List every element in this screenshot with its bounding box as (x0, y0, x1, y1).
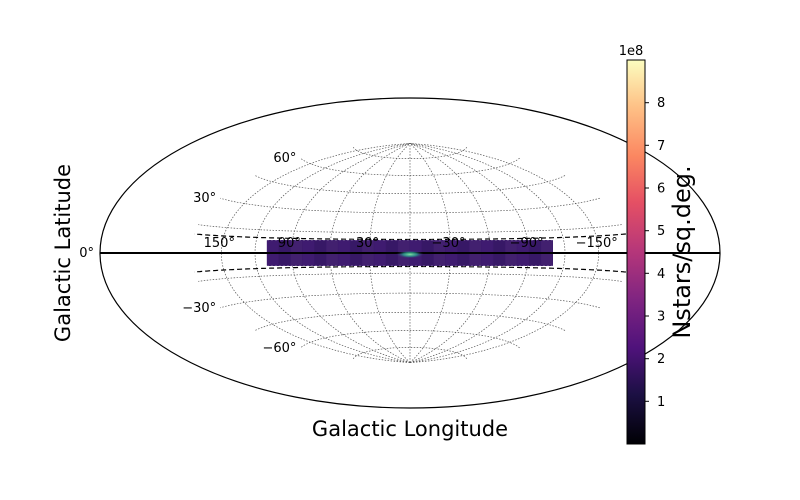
colorbar-tick-label: 6 (657, 182, 665, 197)
parallel-line (352, 146, 468, 159)
meridian-line (291, 143, 411, 363)
parallel-line (300, 330, 520, 349)
y-axis-label: Galactic Latitude (51, 164, 75, 342)
survey-boundary (194, 233, 626, 273)
parallel-line (254, 175, 566, 195)
colorbar-tick-label: 7 (657, 139, 665, 154)
longitude-tick-label: 30° (356, 236, 379, 251)
colorbar-scale-label: 1e8 (619, 44, 644, 59)
longitude-tick-label: −30° (432, 236, 466, 251)
parallel-line (220, 292, 600, 309)
longitude-tick-label: 150° (204, 236, 235, 251)
colorbar-label: Nstars/sq.deg. (668, 165, 696, 338)
density-data-region (100, 239, 720, 267)
colorbar-tick-label: 8 (657, 96, 665, 111)
parallel-line (300, 157, 520, 176)
colorbar-tick-label: 1 (657, 395, 665, 410)
parallel-line (198, 272, 622, 282)
survey-boundary-line (194, 265, 626, 273)
parallel-line (198, 224, 622, 234)
colorbar: 1e8 1 2 3 4 5 6 7 8 Nstars/sq.deg. (619, 44, 696, 445)
colorbar-gradient (626, 59, 646, 445)
coordinate-tick-labels: 150° 90° 30° −30° −90° −150° 60° 30° 0° −30° −60° (79, 151, 618, 356)
colorbar-tick-label: 3 (657, 310, 665, 325)
colorbar-ticks: 1 2 3 4 5 6 7 8 (645, 96, 665, 410)
longitude-tick-label: −90° (510, 236, 544, 251)
longitude-tick-label: 90° (278, 236, 301, 251)
latitude-tick-label: −30° (182, 301, 216, 316)
meridian-line (409, 143, 600, 363)
parallel-line (220, 197, 600, 214)
map-ellipse-outline (99, 97, 721, 409)
colorbar-tick-label: 5 (657, 224, 665, 239)
longitude-tick-label: −150° (576, 236, 618, 251)
latitude-tick-label: 0° (79, 246, 94, 261)
parallel-line (352, 347, 468, 360)
parallel-line (254, 311, 566, 331)
galactic-center-hotspot (396, 250, 424, 259)
map-outline (99, 97, 721, 409)
latitude-tick-label: 30° (193, 191, 216, 206)
latitude-tick-label: 60° (273, 151, 296, 166)
latitude-tick-label: −60° (262, 341, 296, 356)
colorbar-tick-label: 4 (657, 267, 665, 282)
colorbar-tick-label: 2 (657, 352, 665, 367)
x-axis-label: Galactic Longitude (312, 417, 508, 441)
survey-boundary-line (194, 233, 626, 241)
